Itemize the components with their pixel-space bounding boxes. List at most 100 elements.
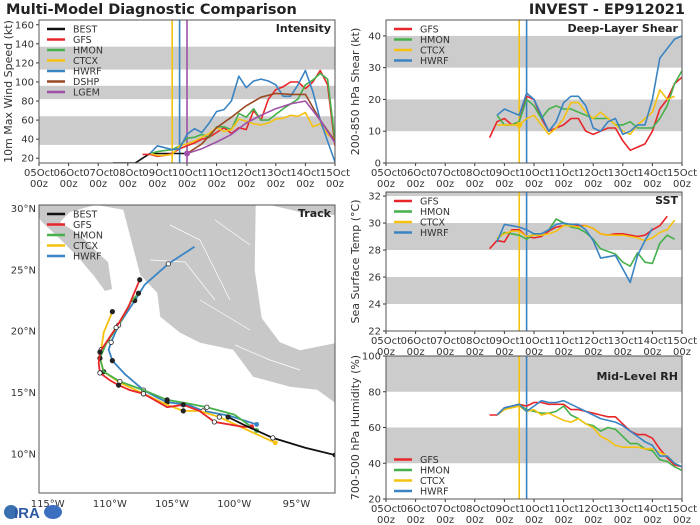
x-tick-label: 06Oct	[401, 504, 431, 515]
shaded-band	[386, 277, 682, 305]
x-tick-label-hour: 00z	[407, 515, 425, 525]
us-land	[270, 205, 335, 215]
x-tick-label-hour: 00z	[584, 179, 602, 190]
x-tick-label-hour: 00z	[89, 179, 107, 190]
y-tick-label: 30	[368, 219, 381, 230]
plot-area	[386, 356, 682, 499]
legend-label-hmon: HMON	[73, 231, 103, 242]
legend-label-ctcx: CTCX	[73, 241, 99, 252]
y-tick-label: 10°N	[11, 449, 36, 460]
track-point-hmon	[164, 397, 170, 403]
x-tick-label: 07Oct	[430, 168, 460, 179]
series-line-lgem	[186, 100, 335, 155]
x-tick-label: 95°W	[283, 499, 311, 510]
track-point-gfs	[115, 382, 122, 388]
y-tick-label: 30	[368, 63, 381, 74]
series-line-gfs	[489, 215, 668, 250]
globe-icon	[4, 505, 18, 519]
x-tick-label: 05Oct	[24, 168, 54, 179]
y-tick-label: 24	[368, 300, 381, 311]
y-tick-label: 80	[21, 97, 34, 108]
x-tick-label: 06Oct	[401, 168, 431, 179]
x-tick-label-hour: 00z	[208, 179, 226, 190]
track-point-gfs	[211, 419, 217, 425]
cira-logo: IRA	[4, 505, 62, 522]
shaded-band	[386, 35, 682, 68]
x-tick-label-hour: 00z	[643, 347, 661, 358]
x-tick-label-hour: 00z	[643, 515, 661, 525]
y-axis-label: Sea Surface Temp (°C)	[349, 200, 362, 324]
x-tick-label-hour: 00z	[466, 515, 484, 525]
x-tick-label: 12Oct	[578, 336, 608, 347]
legend-label-gfs: GFS	[420, 25, 439, 36]
x-tick-label-hour: 00z	[584, 515, 602, 525]
track-point-hwrf	[165, 261, 171, 267]
x-tick-label-hour: 00z	[555, 347, 573, 358]
legend-label-gfs: GFS	[420, 197, 439, 208]
track-point-hwrf	[109, 358, 115, 364]
track-start-hwrf	[254, 421, 260, 427]
y-tick-label: 0	[375, 159, 381, 170]
x-tick-label: 11Oct	[549, 168, 579, 179]
x-tick-label-hour: 00z	[614, 515, 632, 525]
plot-area	[39, 20, 335, 163]
legend-label-hmon: HMON	[420, 35, 450, 46]
x-tick-label: 13Oct	[261, 168, 291, 179]
plot-area	[386, 20, 682, 163]
x-tick-label-hour: 00z	[436, 179, 454, 190]
x-tick-label: 08Oct	[460, 336, 490, 347]
x-tick-label-hour: 00z	[326, 179, 344, 190]
panel-frame	[385, 191, 683, 332]
x-tick-label-hour: 00z	[673, 179, 691, 190]
panel-intensity: 05Oct00z06Oct00z07Oct00z08Oct00z09Oct00z…	[2, 19, 350, 190]
x-tick-label-hour: 00z	[466, 179, 484, 190]
legend-label-hmon: HMON	[420, 466, 450, 477]
figure-title: Multi-Model Diagnostic Comparison	[6, 2, 297, 18]
y-tick-label: 40	[368, 459, 381, 470]
init-marker	[184, 150, 190, 157]
x-tick-label-hour: 00z	[614, 347, 632, 358]
track-point-hmon	[204, 404, 210, 410]
legend-label-ctcx: CTCX	[420, 218, 446, 229]
y-tick-label: 20°N	[11, 327, 36, 338]
y-tick-label: 100	[15, 77, 34, 88]
x-tick-label: 100°W	[217, 499, 251, 510]
x-tick-label: 11Oct	[549, 336, 579, 347]
y-tick-label: 20	[368, 95, 381, 106]
x-tick-label: 10Oct	[519, 168, 549, 179]
x-tick-label-hour: 00z	[614, 179, 632, 190]
y-tick-label: 32	[368, 192, 381, 203]
track-point-best	[225, 414, 231, 420]
x-tick-label-hour: 00z	[466, 347, 484, 358]
x-tick-label: 07Oct	[430, 336, 460, 347]
x-tick-label: 13Oct	[608, 168, 638, 179]
x-tick-label-hour: 00z	[495, 347, 513, 358]
shaded-band	[386, 192, 682, 197]
x-tick-label: 07Oct	[430, 504, 460, 515]
series-line-hwrf	[149, 69, 335, 163]
series-line-hwrf	[496, 222, 654, 284]
x-tick-label-hour: 00z	[119, 179, 137, 190]
y-tick-label: 160	[15, 20, 34, 31]
legend-label-dshp: DSHP	[73, 77, 99, 88]
x-tick-label: 05Oct	[371, 168, 401, 179]
y-tick-label: 22	[368, 327, 381, 338]
panel-frame	[38, 19, 336, 164]
x-tick-label-hour: 00z	[178, 179, 196, 190]
state-boundary	[234, 344, 301, 371]
x-tick-label: 05Oct	[371, 504, 401, 515]
x-tick-label-hour: 00z	[436, 347, 454, 358]
x-tick-label: 13Oct	[608, 336, 638, 347]
x-tick-label: 10Oct	[519, 504, 549, 515]
x-tick-label-hour: 00z	[30, 179, 48, 190]
state-boundary	[149, 259, 216, 301]
legend-label-gfs: GFS	[73, 220, 92, 231]
panel-shear: 05Oct00z06Oct00z07Oct00z08Oct00z09Oct00z…	[349, 19, 697, 190]
y-tick-label: 120	[15, 58, 34, 69]
y-tick-label: 80	[368, 387, 381, 398]
x-tick-label-hour: 00z	[584, 347, 602, 358]
x-tick-label-hour: 00z	[237, 179, 255, 190]
panel-track: 115°W 110°W 105°W 100°W 95°W 10°N 15°N 20°N 25°N…	[11, 204, 336, 510]
x-tick-label: 15Oct	[667, 168, 697, 179]
x-tick-label-hour: 00z	[60, 179, 78, 190]
